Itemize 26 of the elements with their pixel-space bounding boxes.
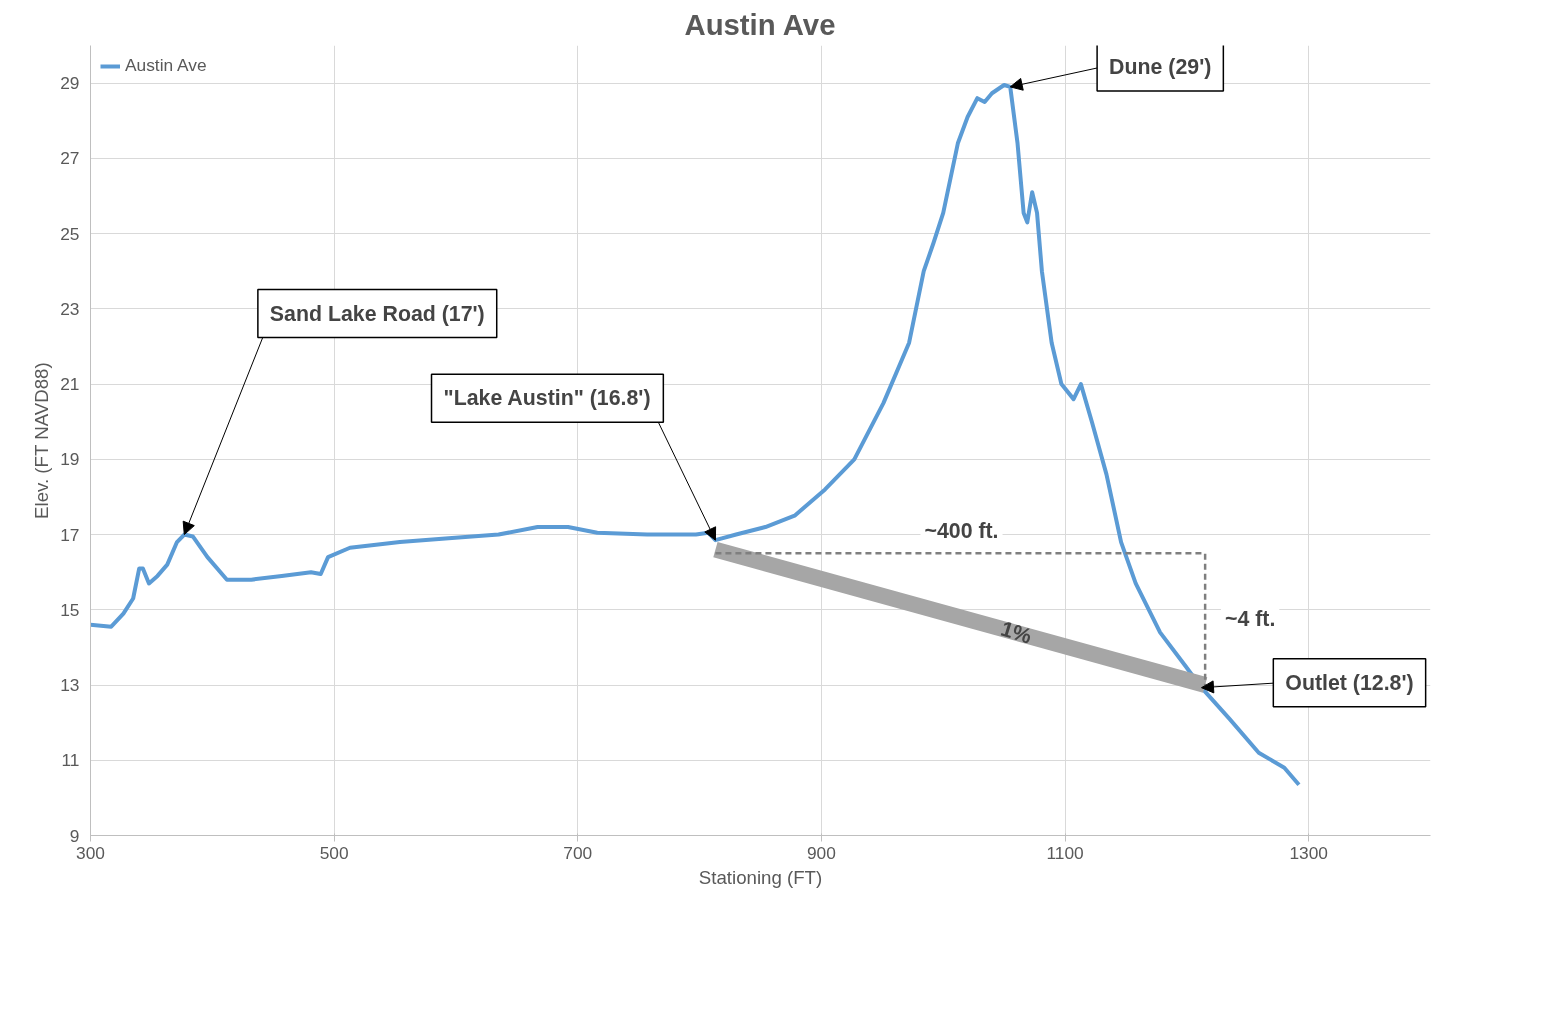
annotation: Sand Lake Road (17') — [269, 301, 485, 326]
chart-title: Austin Ave — [684, 7, 836, 41]
annotation: ~400 ft. — [924, 519, 999, 544]
y-tick-label: 13 — [60, 675, 80, 696]
annotation: ~4 ft. — [1224, 607, 1276, 632]
annotation: Outlet (12.8') — [1285, 670, 1414, 695]
y-tick-label: 29 — [60, 73, 80, 94]
y-tick-label: 21 — [60, 374, 80, 395]
y-tick-label: 23 — [60, 298, 80, 319]
x-tick-label: 900 — [806, 842, 836, 863]
x-tick-label: 1100 — [1046, 842, 1084, 863]
x-tick-label: 1300 — [1289, 842, 1328, 863]
legend-label: Austin Ave — [125, 55, 207, 76]
x-axis-title: Stationing (FT) — [698, 866, 823, 888]
y-axis-title: Elev. (FT NAVD88) — [31, 362, 53, 519]
y-tick-label: 25 — [60, 223, 80, 244]
y-tick-label: 15 — [60, 599, 80, 620]
x-tick-label: 500 — [319, 842, 349, 863]
annotation: "Lake Austin" (16.8') — [443, 386, 651, 411]
y-tick-label: 27 — [60, 148, 80, 169]
y-tick-label: 17 — [60, 524, 80, 545]
annotation: Dune (29') — [1109, 54, 1212, 79]
y-tick-label: 19 — [60, 449, 80, 470]
annotation: 1% — [998, 616, 1035, 649]
x-tick-label: 700 — [563, 842, 593, 863]
y-tick-label: 11 — [61, 750, 80, 771]
